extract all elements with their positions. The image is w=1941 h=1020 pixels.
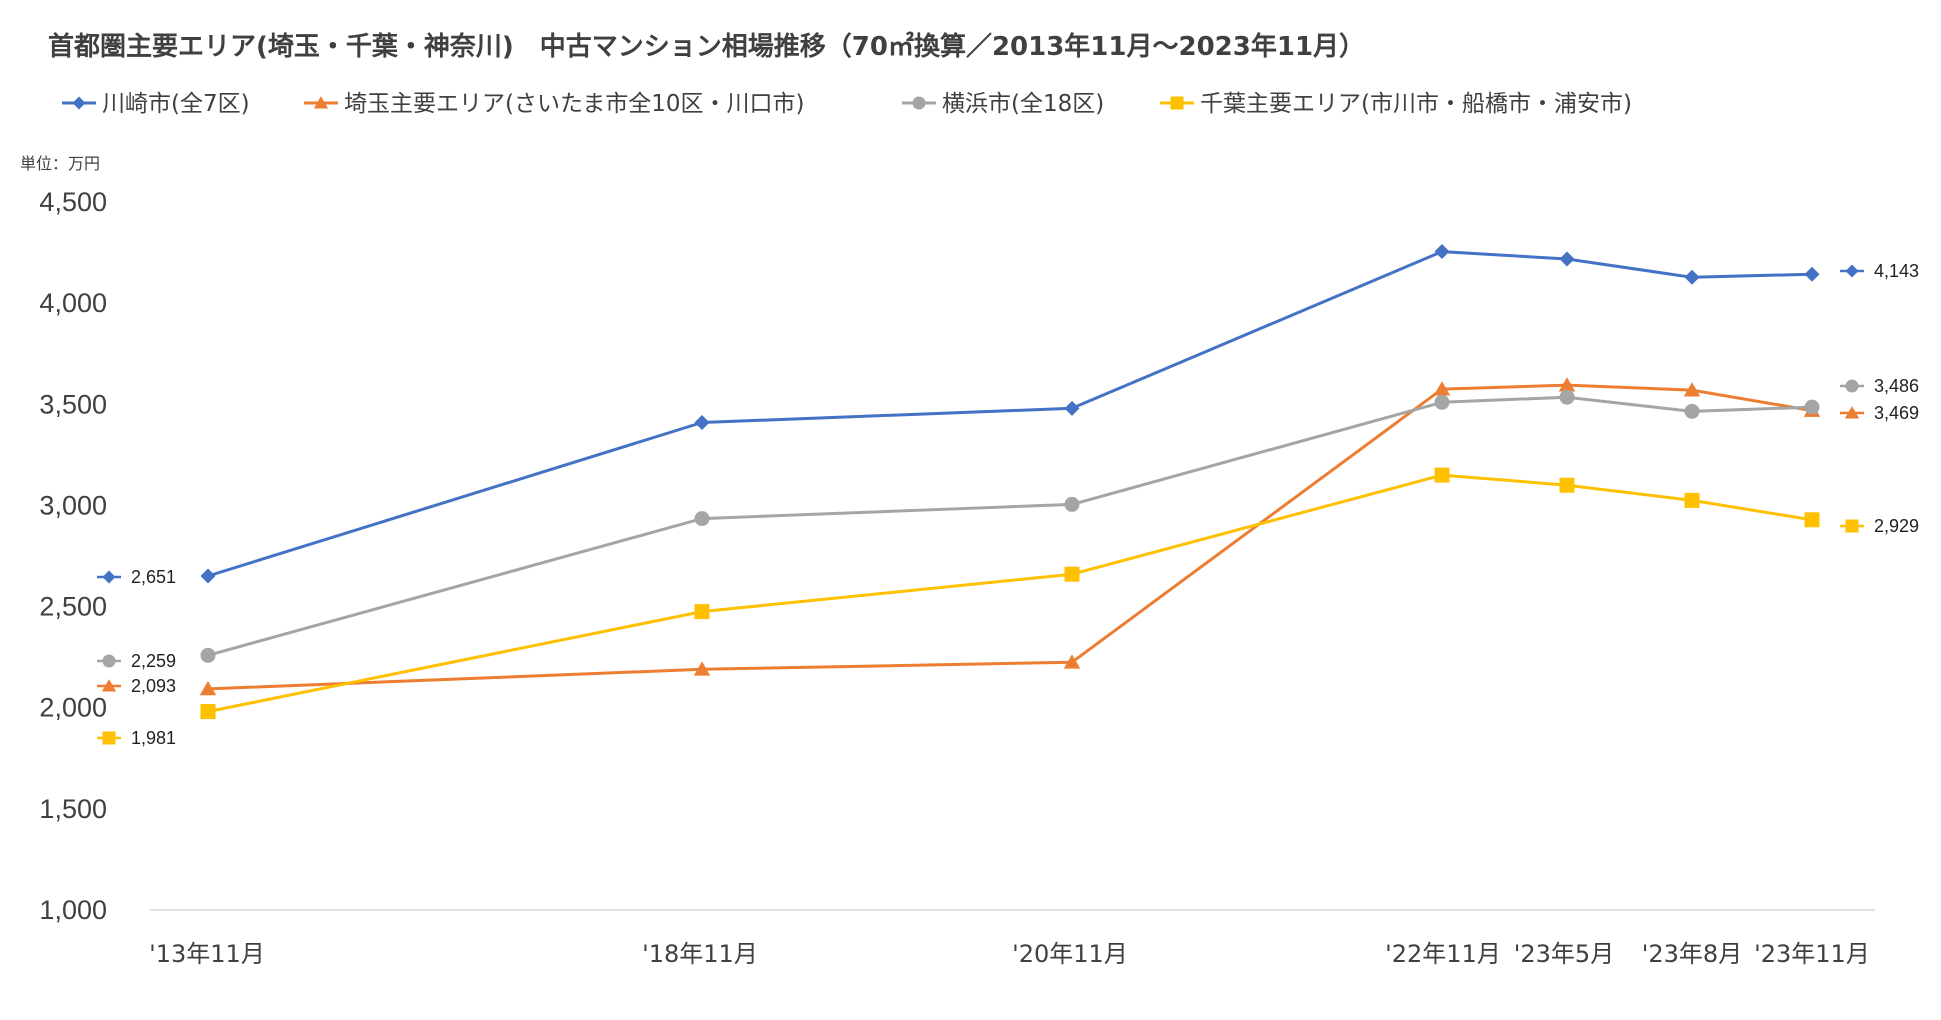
data-point — [1433, 381, 1451, 396]
data-point — [1683, 382, 1701, 397]
start-label-marker — [102, 654, 116, 668]
x-tick-label: '20年11月 — [1012, 940, 1128, 968]
data-point — [1063, 654, 1081, 669]
legend: 川崎市(全7区) 埼玉主要エリア(さいたま市全10区・川口市) 横浜市(全18区) 千… — [62, 91, 1632, 117]
end-label-marker — [1845, 264, 1859, 278]
end-label-group: 4,143 — [1840, 261, 1919, 281]
y-tick-label: 3,000 — [39, 490, 107, 520]
legend-item: 千葉主要エリア(市川市・船橋市・浦安市) — [1160, 91, 1632, 117]
data-point — [1684, 492, 1700, 508]
legend-item: 埼玉主要エリア(さいたま市全10区・川口市) — [304, 91, 805, 117]
x-tick-label: '22年11月 — [1385, 940, 1501, 968]
start-label-group: 2,651 — [97, 567, 176, 587]
start-value-label: 2,651 — [131, 567, 176, 587]
series-2 — [200, 389, 1820, 663]
y-tick-label: 2,000 — [39, 693, 107, 723]
end-label-marker — [1844, 406, 1860, 419]
x-tick-label: '23年8月 — [1642, 940, 1742, 968]
data-point — [200, 568, 216, 584]
end-label-group: 2,929 — [1840, 516, 1919, 536]
value-labels: 2,651 4,143 2,093 3,469 2,259 3,486 1,981 2,929 — [97, 261, 1919, 748]
series-3 — [200, 467, 1820, 720]
legend-label: 横浜市(全18区) — [942, 91, 1104, 117]
y-tick-label: 1,500 — [39, 794, 107, 824]
start-label-marker — [102, 731, 116, 745]
end-value-label: 3,469 — [1874, 403, 1919, 423]
data-point — [1559, 251, 1575, 267]
legend-marker-square — [1170, 96, 1184, 110]
start-label-group: 2,259 — [97, 651, 176, 671]
legend-item: 川崎市(全7区) — [62, 91, 250, 117]
data-point — [1064, 566, 1080, 582]
series-0 — [200, 244, 1820, 584]
data-point — [1684, 403, 1700, 419]
series-line — [206, 250, 1814, 578]
end-label-marker — [1845, 379, 1859, 393]
data-point — [200, 704, 216, 720]
y-tick-label: 2,500 — [39, 592, 107, 622]
series-1 — [199, 377, 1821, 696]
legend-marker-diamond — [72, 96, 86, 110]
start-label-marker — [102, 570, 116, 584]
data-point — [1434, 467, 1450, 483]
data-point — [199, 681, 217, 696]
data-point — [694, 414, 710, 430]
x-tick-label: '18年11月 — [642, 940, 758, 968]
x-tick-label: '23年11月 — [1754, 940, 1870, 968]
data-point — [200, 647, 216, 663]
y-axis-ticks: 1,000 1,500 2,000 2,500 3,000 3,500 4,000 4,500 — [39, 187, 107, 925]
data-point — [1434, 394, 1450, 410]
x-tick-label: '13年11月 — [149, 940, 265, 968]
legend-label: 千葉主要エリア(市川市・船橋市・浦安市) — [1200, 91, 1632, 117]
data-point — [1559, 389, 1575, 405]
data-point — [694, 511, 710, 527]
x-axis-ticks: '13年11月 '18年11月 '20年11月 '22年11月 '23年5月 '23年8月… — [149, 940, 1870, 968]
data-point — [694, 604, 710, 620]
end-value-label: 2,929 — [1874, 516, 1919, 536]
unit-label: 単位：万円 — [20, 154, 100, 173]
legend-marker-circle — [912, 96, 926, 110]
data-point — [1804, 266, 1820, 282]
data-point — [1064, 496, 1080, 512]
y-tick-label: 4,500 — [39, 187, 107, 217]
end-label-marker — [1845, 519, 1859, 533]
end-label-group: 3,486 — [1840, 376, 1919, 396]
data-point — [1804, 399, 1820, 415]
y-tick-label: 3,500 — [39, 389, 107, 419]
legend-label: 川崎市(全7区) — [102, 91, 250, 117]
end-value-label: 3,486 — [1874, 376, 1919, 396]
start-label-marker — [101, 679, 117, 692]
series-layer — [199, 244, 1821, 720]
start-value-label: 2,259 — [131, 651, 176, 671]
data-point — [1559, 477, 1575, 493]
chart-title: 首都圏主要エリア(埼玉・千葉・神奈川) 中古マンション相場推移（70㎡換算／20… — [48, 31, 1365, 62]
legend-marker-triangle — [313, 96, 329, 109]
series-line — [206, 383, 1814, 691]
data-point — [693, 661, 711, 676]
data-point — [1064, 400, 1080, 416]
data-point — [1558, 377, 1576, 392]
series-line — [206, 473, 1814, 714]
end-value-label: 4,143 — [1874, 261, 1919, 281]
start-value-label: 2,093 — [131, 676, 176, 696]
legend-label: 埼玉主要エリア(さいたま市全10区・川口市) — [344, 91, 805, 117]
data-point — [1804, 512, 1820, 528]
legend-item: 横浜市(全18区) — [902, 91, 1104, 117]
y-tick-label: 4,000 — [39, 288, 107, 318]
start-label-group: 2,093 — [97, 676, 176, 696]
start-value-label: 1,981 — [131, 728, 176, 748]
x-tick-label: '23年5月 — [1514, 940, 1614, 968]
data-point — [1684, 269, 1700, 285]
series-line — [206, 395, 1814, 657]
data-point — [1434, 244, 1450, 260]
end-label-group: 3,469 — [1840, 403, 1919, 423]
start-label-group: 1,981 — [97, 728, 176, 748]
y-tick-label: 1,000 — [39, 895, 107, 925]
